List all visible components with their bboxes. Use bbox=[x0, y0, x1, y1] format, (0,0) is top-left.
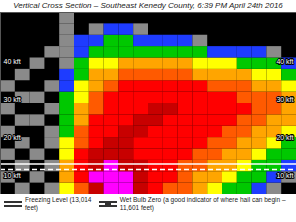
html-text:Vertical Cross Section – South: Vertical Cross Section – Southeast Kened… bbox=[13, 1, 283, 10]
html-text:Freezing Level (13,014 feet): Freezing Level (13,014 feet) bbox=[25, 196, 92, 211]
svg-text:30 kft: 30 kft bbox=[4, 96, 21, 103]
svg-text:30 kft: 30 kft bbox=[276, 96, 293, 103]
svg-text:10 kft: 10 kft bbox=[4, 172, 21, 179]
svg-text:40 kft: 40 kft bbox=[4, 58, 21, 65]
svg-text:20 kft: 20 kft bbox=[4, 134, 21, 141]
svg-text:20 kft: 20 kft bbox=[276, 134, 293, 141]
svg-text:40 kft: 40 kft bbox=[276, 58, 293, 65]
svg-text:10 kft: 10 kft bbox=[276, 172, 293, 179]
html-text:Wet Bulb Zero (a good indicato: Wet Bulb Zero (a good indicator of where… bbox=[119, 196, 286, 211]
